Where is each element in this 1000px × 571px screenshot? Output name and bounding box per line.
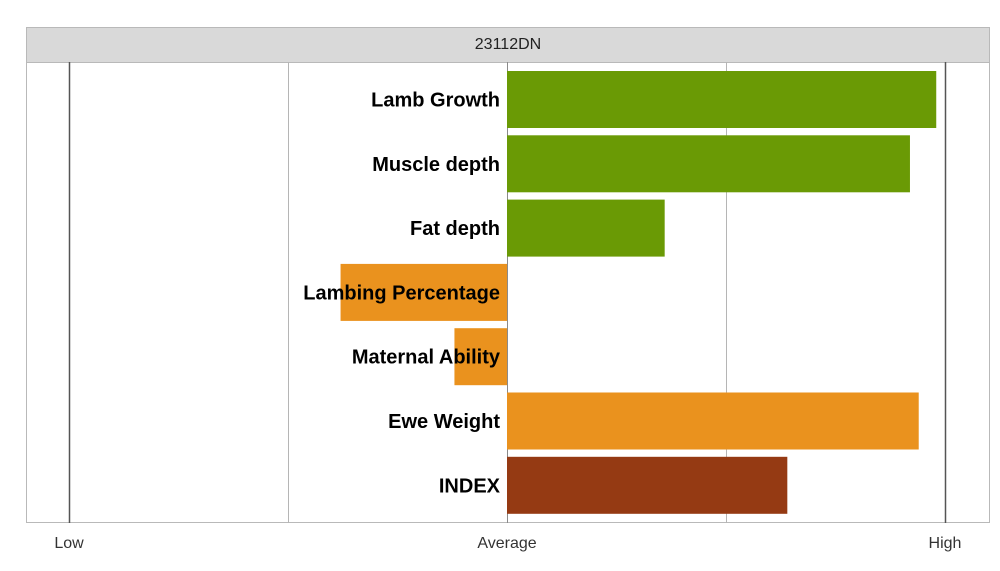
bar-index	[507, 456, 788, 514]
category-label: Lamb Growth	[371, 90, 500, 112]
bar-muscle-depth	[507, 135, 910, 193]
x-tick-label: High	[929, 535, 962, 552]
category-label: Maternal Ability	[352, 347, 501, 369]
category-label: Lambing Percentage	[303, 282, 500, 304]
category-label: Fat depth	[410, 218, 500, 240]
bar-ewe-weight	[507, 392, 919, 450]
bar-lamb-growth	[507, 71, 937, 128]
x-tick-label: Low	[54, 535, 84, 552]
bar-lambing-percentage	[340, 263, 507, 321]
category-label: Muscle depth	[372, 154, 500, 176]
bar-maternal-ability	[454, 328, 507, 386]
category-label: Ewe Weight	[388, 411, 500, 433]
category-label: INDEX	[439, 475, 501, 497]
bar-fat-depth	[507, 199, 665, 257]
chart-title: 23112DN	[27, 28, 989, 63]
x-tick-label: Average	[477, 535, 536, 552]
